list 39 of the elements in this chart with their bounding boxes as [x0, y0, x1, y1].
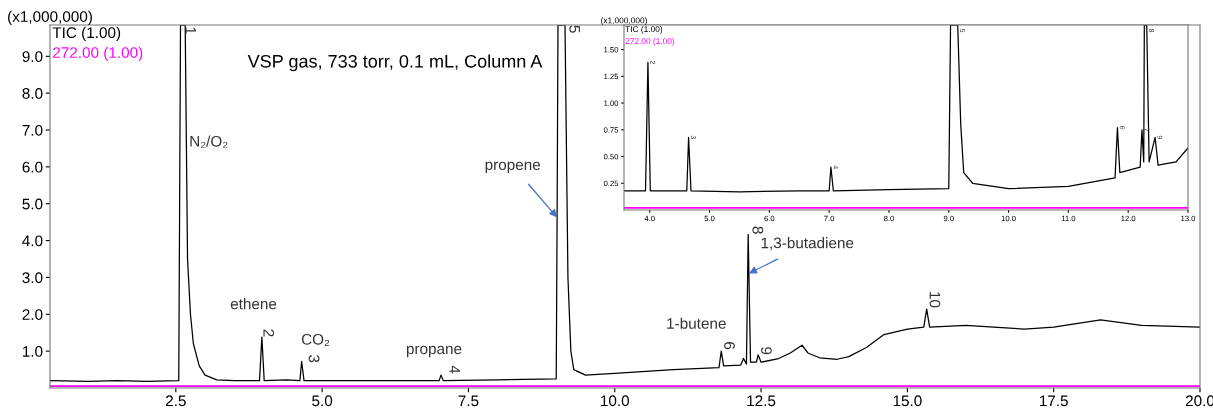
annotation: 3 — [308, 355, 320, 363]
text: TIC (1.00) — [625, 25, 663, 34]
x-tick-label: 17.5 — [1039, 395, 1068, 407]
annotation: 6 — [724, 342, 735, 350]
x-tick-label: 5.0 — [312, 395, 333, 407]
x-tick-label: 10.0 — [601, 395, 630, 407]
annotation: propane — [406, 345, 462, 358]
y-tick-label: 6.0 — [22, 161, 43, 173]
annotation: 1 — [185, 27, 196, 35]
annotation: 1,3-butadiene — [761, 237, 854, 251]
annotation: 4 — [449, 365, 460, 374]
annotation: 1-butene — [667, 317, 726, 329]
annotation: N₂/O₂ — [190, 135, 228, 148]
annotation: 2 — [263, 329, 275, 337]
x-tick-label: 15.0 — [893, 395, 922, 407]
y-tick-label: 1.0 — [22, 346, 43, 357]
annotation: 10 — [929, 292, 941, 308]
annotation: 9 — [760, 347, 772, 355]
x-tick-label: 7.5 — [458, 395, 479, 407]
annotation: CO₂ — [301, 333, 330, 346]
text: TIC (1.00) — [52, 26, 121, 42]
y-tick-label: 5.0 — [22, 198, 43, 210]
y-tick-label: 4.0 — [22, 235, 43, 247]
y-tick-label: 9.0 — [22, 51, 43, 63]
annotation: 8 — [752, 226, 764, 234]
text: VSP gas, 733 torr, 0.1 mL, Column A — [247, 54, 543, 72]
y-tick-label: 8.0 — [22, 88, 43, 99]
annotation: ethene — [230, 298, 277, 310]
y-tick-label: 2.0 — [22, 309, 43, 320]
y-axis-title: (x1,000,000) — [8, 10, 92, 25]
annotation: 5 — [569, 25, 580, 33]
y-tick-label: 7.0 — [22, 124, 43, 136]
text: 272.00 (1.00) — [625, 37, 675, 46]
y-tick-label: 3.0 — [22, 272, 43, 284]
x-tick-label: 12.5 — [747, 395, 776, 407]
text: 272.00 (1.00) — [53, 46, 143, 62]
x-tick-label: 2.5 — [165, 395, 186, 407]
annotation: propene — [485, 161, 541, 174]
y-axis-title: (x1,000,000) — [601, 17, 647, 25]
